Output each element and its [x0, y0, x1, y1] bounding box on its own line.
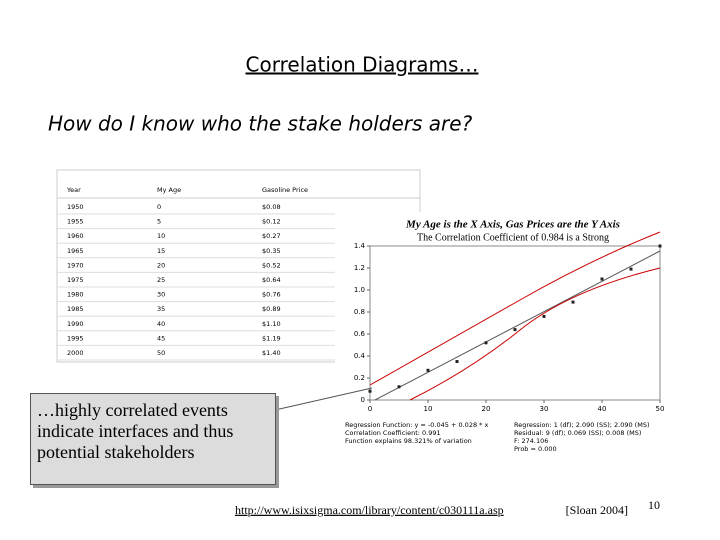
confidence-band [369, 231, 661, 386]
point [484, 341, 488, 345]
table-cell: 1985 [67, 305, 84, 313]
table-cell: 50 [157, 349, 165, 357]
point [629, 267, 633, 271]
point [542, 314, 546, 318]
y-tick-label: 1.2 [354, 264, 365, 272]
table-cell: 1970 [67, 261, 84, 269]
point [368, 389, 372, 393]
point [600, 277, 604, 281]
x-tick-label: 50 [656, 405, 665, 413]
table-cell: 40 [157, 320, 165, 328]
y-tick-label: 0.6 [354, 330, 366, 338]
table-cell: 5 [157, 218, 161, 226]
table-cell: 0 [157, 203, 161, 211]
point [455, 360, 459, 363]
stats-text: Residual: 9 (df); 0.069 (SS); 0.008 (MS) [514, 429, 641, 437]
callout: …highly correlated events indicate inter… [30, 393, 276, 485]
table-cell: 25 [157, 276, 165, 284]
table-cell: 1990 [67, 320, 84, 328]
point [397, 385, 401, 389]
stats-text: Regression: 1 (df); 2.090 (SS); 2.090 (M… [514, 421, 650, 429]
table-cell: $0.76 [262, 291, 281, 299]
chart-frame [335, 212, 672, 485]
point [658, 244, 662, 248]
table-cell: 30 [157, 291, 165, 299]
table-cell: $0.64 [262, 276, 281, 284]
regression-line [374, 250, 661, 401]
confidence-band [409, 267, 661, 401]
point [426, 368, 430, 372]
table-cell: $1.10 [262, 320, 281, 328]
table-cell: $0.12 [262, 218, 281, 226]
y-tick-label: 1.0 [354, 286, 365, 294]
question: How do I know who the stake holders are? [48, 112, 473, 136]
table-cell: $0.27 [262, 232, 281, 240]
table-cell: 15 [157, 247, 165, 255]
table-cell: $1.19 [262, 334, 281, 342]
y-tick-label: 0.4 [354, 352, 366, 360]
table-cell: 2000 [67, 349, 84, 357]
citation: [Sloan 2004] [566, 503, 628, 517]
y-tick-label: 1.4 [354, 242, 366, 250]
table-cell: 1950 [67, 203, 84, 211]
chart-title: My Age is the X Axis, Gas Prices are the… [405, 219, 620, 231]
y-tick-label: 0 [361, 396, 365, 404]
table-cell: $1.40 [262, 349, 281, 357]
source-link[interactable]: http://www.isixsigma.com/library/content… [235, 503, 504, 517]
callout-pointer [274, 387, 373, 411]
table-cell: 1960 [67, 232, 84, 240]
table-cell: $0.08 [262, 203, 281, 211]
x-tick-label: 30 [540, 405, 549, 413]
plot-area [369, 245, 661, 401]
x-tick-label: 0 [368, 405, 372, 413]
stats-text: F: 274.106 [514, 437, 548, 445]
point [513, 328, 517, 332]
table-cell: 35 [157, 305, 165, 313]
x-tick-label: 10 [424, 405, 433, 413]
table-cell: 1975 [67, 276, 84, 284]
chart-subtitle: The Correlation Coefficient of 0.984 is … [417, 232, 609, 243]
table-cell: 20 [157, 261, 165, 269]
x-tick-label: 20 [482, 405, 491, 413]
table-cell: $0.89 [262, 305, 281, 313]
table-cell: $0.52 [262, 261, 281, 269]
table: Year My Age Gasoline Price 1950 0 $0.08 1955 5 $… [57, 186, 420, 361]
table-cell: 1980 [67, 291, 84, 299]
x-tick-label: 40 [598, 405, 607, 413]
slide-title: Correlation Diagrams… [246, 53, 479, 77]
table-cell: 1955 [67, 218, 84, 226]
stats-text: Function explains 98.321% of variation [345, 437, 472, 445]
y-tick-label: 0.2 [354, 374, 365, 382]
page-number: 10 [648, 498, 660, 512]
stats-text: Prob = 0.000 [514, 445, 557, 453]
stats-text: Correlation Coefficient: 0.991 [345, 429, 441, 437]
table-cell: 45 [157, 334, 165, 342]
point [571, 300, 575, 304]
table-cell: $0.35 [262, 247, 281, 255]
table-cell: 10 [157, 232, 165, 240]
stats-text: Regression Function: y = -0.045 + 0.028 … [345, 421, 488, 429]
table-header: Gasoline Price [262, 186, 308, 194]
table-header: My Age [157, 186, 181, 194]
y-tick-label: 0.8 [354, 308, 365, 316]
table-cell: 1995 [67, 334, 84, 342]
table-cell: 1965 [67, 247, 84, 255]
chart: 0 0.2 0.4 0.6 0.8 1.0 1.2 1.4 0 10 20 30 40 50 Regress… [345, 242, 664, 453]
table-header: Year [66, 186, 81, 194]
